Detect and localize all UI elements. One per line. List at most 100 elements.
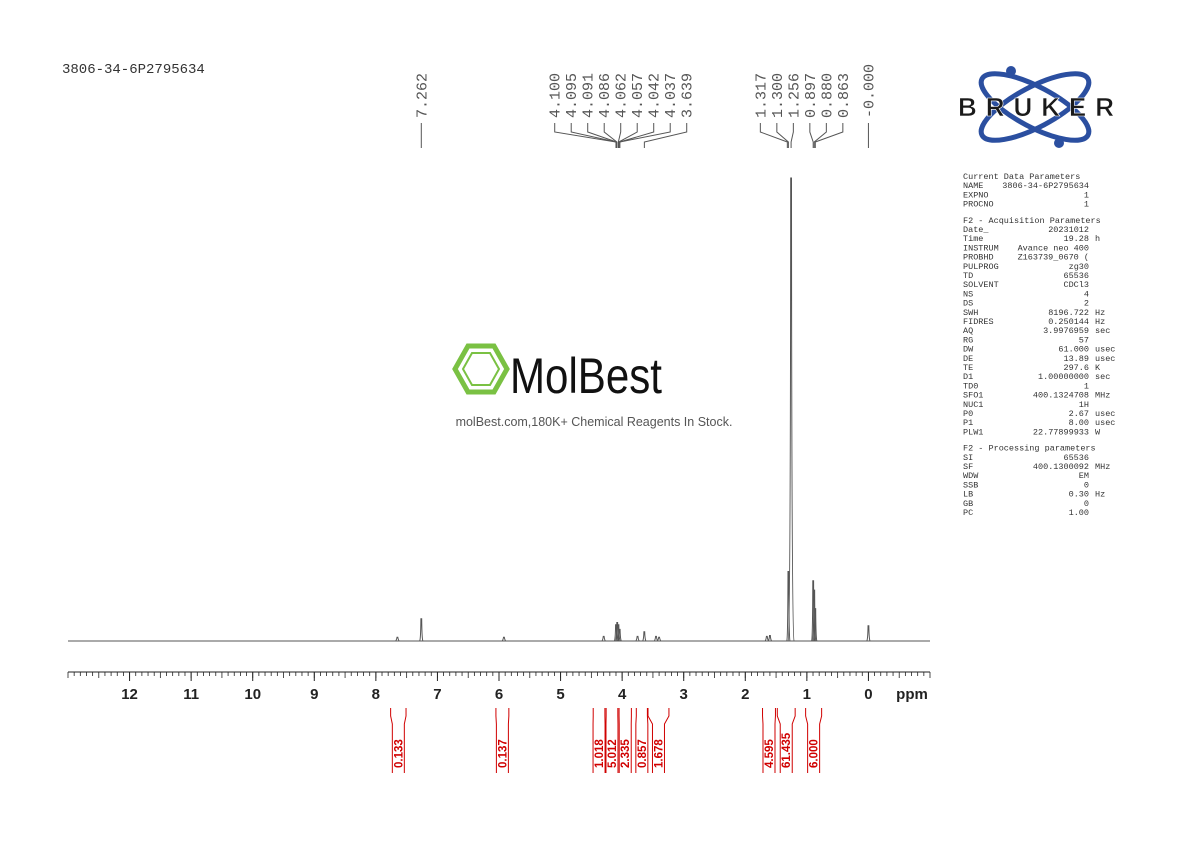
- param-value: 0: [1084, 499, 1089, 509]
- watermark-name: MolBest: [510, 348, 662, 404]
- peak-label-connector: [814, 123, 844, 148]
- peak-label: 4.100: [548, 73, 565, 118]
- param-value: 1: [1084, 381, 1089, 391]
- param-value: 1H: [1079, 400, 1089, 410]
- peak-label: 7.262: [414, 73, 431, 118]
- param-name: FIDRES: [963, 317, 994, 327]
- peak-label-connector: [813, 123, 827, 148]
- param-unit: Hz: [1095, 308, 1105, 318]
- peak-label: 1.256: [786, 73, 803, 118]
- param-value: 0: [1084, 480, 1089, 490]
- integral-value: 2.335: [620, 739, 632, 768]
- integral-bracket: [776, 708, 796, 773]
- param-name: NAME: [963, 181, 983, 191]
- param-section-title: F2 - Processing parameters: [963, 444, 1096, 454]
- integral-value: 6.000: [809, 739, 821, 768]
- param-value: 0.30: [1069, 490, 1089, 500]
- peak-label: 4.057: [630, 73, 647, 118]
- param-name: SWH: [963, 308, 978, 318]
- x-tick-label: 5: [556, 686, 564, 703]
- param-name: Date_: [963, 225, 989, 235]
- peak-label: 4.091: [581, 73, 598, 118]
- param-value: 4: [1084, 289, 1089, 299]
- param-value: 3806-34-6P2795634: [1002, 181, 1089, 191]
- param-value: 400.1300092: [1033, 462, 1089, 472]
- param-unit: usec: [1095, 409, 1115, 419]
- param-name: TD0: [963, 381, 978, 391]
- param-name: PC: [963, 508, 973, 518]
- param-name: DE: [963, 354, 973, 364]
- param-value: Z163739_0670 (: [1018, 253, 1089, 263]
- param-unit: sec: [1095, 372, 1110, 382]
- param-value: 3.9976959: [1043, 326, 1089, 336]
- peak-label: 4.042: [647, 73, 664, 118]
- param-section-title: Current Data Parameters: [963, 172, 1080, 182]
- param-value: 1: [1084, 190, 1089, 200]
- param-value: 1.00: [1069, 508, 1089, 518]
- param-value: 2.67: [1069, 409, 1089, 419]
- integral-bracket: [495, 708, 510, 773]
- peak: [657, 636, 662, 642]
- peak-label-connector: [776, 123, 789, 148]
- param-unit: MHz: [1095, 462, 1110, 472]
- param-value: Avance neo 400: [1018, 243, 1089, 253]
- x-tick-label: 4: [618, 686, 627, 703]
- param-name: DW: [963, 345, 974, 355]
- param-value: 400.1324708: [1033, 391, 1089, 401]
- param-name: SOLVENT: [963, 280, 999, 290]
- param-name: DS: [963, 299, 973, 309]
- param-value: 65536: [1063, 271, 1089, 281]
- peak: [642, 631, 647, 642]
- integral-bracket: [618, 708, 632, 773]
- param-unit: h: [1095, 234, 1100, 244]
- peak: [767, 634, 772, 642]
- x-axis-label: ppm: [896, 686, 928, 703]
- integral-value: 61.435: [781, 732, 793, 768]
- param-unit: usec: [1095, 354, 1115, 364]
- param-value: 1.00000000: [1038, 372, 1089, 382]
- param-name: P1: [963, 418, 973, 428]
- param-name: NUC1: [963, 400, 983, 410]
- peak: [419, 618, 424, 642]
- peak-label-connector: [809, 123, 814, 148]
- param-value: 22.77899933: [1033, 427, 1089, 437]
- x-tick-label: 12: [121, 686, 138, 703]
- integral-bracket: [592, 708, 606, 773]
- param-unit: Hz: [1095, 317, 1105, 327]
- peak: [616, 624, 621, 642]
- integral-value: 1.678: [653, 739, 665, 768]
- x-tick-label: 8: [372, 686, 380, 703]
- param-name: D1: [963, 372, 973, 382]
- param-value: CDCl3: [1063, 280, 1089, 290]
- peak-label: 0.880: [819, 73, 836, 118]
- param-value: zg30: [1069, 262, 1089, 272]
- peak: [813, 608, 818, 642]
- integral-value: 0.857: [637, 739, 649, 768]
- peak-label-connector: [759, 123, 788, 148]
- integral-bracket: [762, 708, 776, 773]
- param-unit: usec: [1095, 345, 1115, 355]
- param-value: 1: [1084, 200, 1089, 210]
- param-unit: MHz: [1095, 391, 1110, 401]
- peak: [601, 635, 606, 642]
- param-value: 65536: [1063, 453, 1089, 463]
- param-name: PULPROG: [963, 262, 999, 272]
- x-tick-label: 2: [741, 686, 749, 703]
- param-name: SSB: [963, 480, 978, 490]
- peak-label-connector: [619, 123, 655, 148]
- param-unit: W: [1095, 427, 1101, 437]
- x-tick-label: 1: [803, 686, 811, 703]
- param-value: 0.250144: [1048, 317, 1089, 327]
- peak: [866, 625, 871, 642]
- peak: [617, 628, 622, 642]
- peak-label: 1.317: [753, 73, 770, 118]
- param-name: SI: [963, 453, 973, 463]
- watermark-tagline: molBest.com,180K+ Chemical Reagents In S…: [456, 415, 733, 429]
- param-value: 19.28: [1063, 234, 1089, 244]
- param-section-title: F2 - Acquisition Parameters: [963, 216, 1101, 226]
- param-value: 61.000: [1058, 345, 1089, 355]
- peak-label: -0.000: [861, 64, 878, 118]
